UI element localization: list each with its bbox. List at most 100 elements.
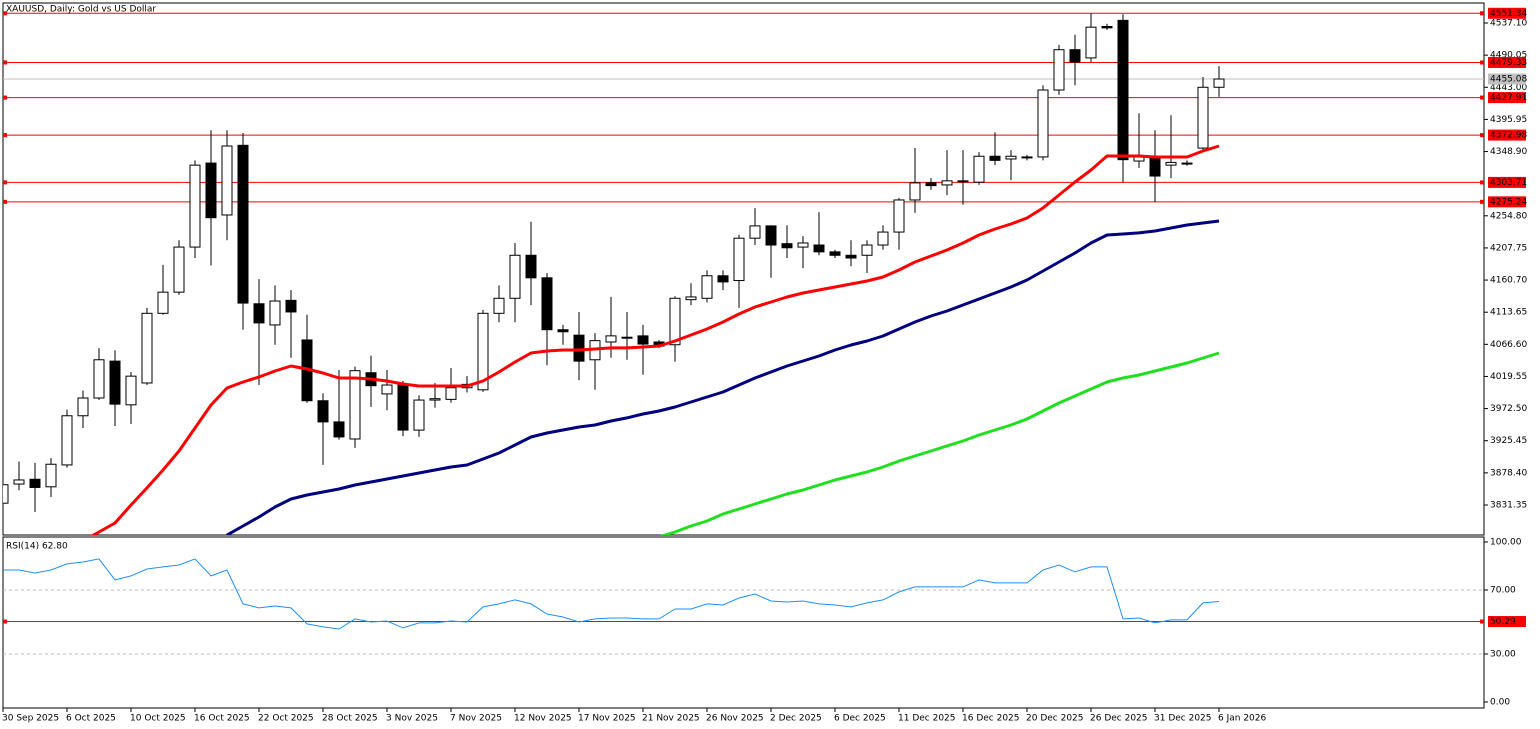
level-label-box xyxy=(1488,196,1526,208)
candle-body xyxy=(765,225,777,246)
moving-average-line xyxy=(226,219,1220,535)
candle-body xyxy=(1213,78,1225,88)
chart-title: XAUUSD, Daily: Gold vs US Dollar xyxy=(6,5,156,15)
candle-body xyxy=(269,300,281,326)
candle-body xyxy=(109,360,121,405)
y-tick-label: 4160.70 xyxy=(1490,276,1527,286)
candle-body xyxy=(253,303,265,324)
axes: XAUUSD, Daily: Gold vs US Dollar4537.104… xyxy=(2,5,1527,724)
main-plot xyxy=(3,12,1484,535)
level-label-box xyxy=(1488,56,1526,68)
level-label-box xyxy=(1488,92,1526,104)
moving-average-line xyxy=(90,144,1220,535)
last-price-box xyxy=(1488,73,1526,85)
level-label-box xyxy=(1488,129,1526,141)
y-tick-label: 3878.40 xyxy=(1490,468,1527,478)
last-price-label: 4455.08 xyxy=(1490,75,1527,85)
y-tick-label: 70.00 xyxy=(1490,585,1516,595)
level-marker xyxy=(1480,11,1484,16)
candle-body xyxy=(429,398,441,401)
x-tick-label: 6 Dec 2025 xyxy=(834,714,886,724)
candle-body xyxy=(61,415,73,466)
candle-body xyxy=(813,244,825,253)
y-tick-label: 4207.75 xyxy=(1490,243,1527,253)
candle-body xyxy=(1165,161,1177,166)
candle-body xyxy=(285,299,297,313)
candle-body xyxy=(733,237,745,282)
x-tick-label: 26 Nov 2025 xyxy=(706,714,764,724)
candle-body xyxy=(893,199,905,233)
x-tick-label: 30 Sep 2025 xyxy=(2,714,59,724)
x-tick-label: 12 Nov 2025 xyxy=(514,714,572,724)
x-tick-label: 2 Dec 2025 xyxy=(770,714,822,724)
x-tick-label: 21 Nov 2025 xyxy=(642,714,700,724)
candle-body xyxy=(909,182,921,201)
candle-body xyxy=(445,387,457,400)
candle-body xyxy=(941,180,953,186)
candle-body xyxy=(1149,156,1161,177)
x-tick-label: 31 Dec 2025 xyxy=(1154,714,1212,724)
level-marker xyxy=(1480,619,1484,624)
x-tick-label: 6 Oct 2025 xyxy=(66,714,116,724)
x-tick-label: 17 Nov 2025 xyxy=(578,714,636,724)
level-marker xyxy=(3,619,7,624)
candle-body xyxy=(605,335,617,343)
candle-body xyxy=(333,421,345,438)
y-tick-label: 100.00 xyxy=(1490,537,1522,547)
candle-body xyxy=(957,180,969,183)
candle-body xyxy=(845,254,857,259)
level-label: 50.29 xyxy=(1490,617,1516,627)
candle-body xyxy=(173,246,185,293)
x-tick-label: 28 Oct 2025 xyxy=(322,714,378,724)
level-label: 4551.34 xyxy=(1490,9,1527,19)
level-marker xyxy=(3,180,7,185)
x-tick-label: 20 Dec 2025 xyxy=(1026,714,1084,724)
level-marker xyxy=(3,60,7,65)
candle-body xyxy=(13,479,25,485)
candle-body xyxy=(701,275,713,299)
y-tick-label: 4066.60 xyxy=(1490,340,1527,350)
level-label: 4372.98 xyxy=(1490,131,1527,141)
candle-body xyxy=(861,244,873,256)
candle-body xyxy=(93,359,105,399)
rsi-plot xyxy=(3,558,1484,655)
candle-body xyxy=(557,329,569,333)
candle-body xyxy=(989,155,1001,161)
x-tick-label: 11 Dec 2025 xyxy=(898,714,956,724)
candle-body xyxy=(781,243,793,249)
level-label-box xyxy=(1488,7,1526,19)
candle-body xyxy=(141,312,153,384)
x-tick-label: 7 Nov 2025 xyxy=(450,714,502,724)
candle-body xyxy=(1181,162,1193,165)
y-tick-label: 30.00 xyxy=(1490,649,1516,659)
candle-body xyxy=(205,162,217,219)
y-tick-label: 4490.05 xyxy=(1490,51,1527,61)
x-tick-label: 22 Oct 2025 xyxy=(258,714,314,724)
candle-body xyxy=(573,334,585,362)
level-label-box xyxy=(1488,616,1526,628)
level-marker xyxy=(1480,60,1484,65)
y-tick-label: 4395.95 xyxy=(1490,115,1527,125)
candle-body xyxy=(669,297,681,346)
y-tick-label: 4537.10 xyxy=(1490,19,1527,29)
candle-body xyxy=(125,375,137,406)
level-marker xyxy=(3,133,7,138)
candle-body xyxy=(1117,19,1129,161)
candle-body xyxy=(381,384,393,395)
y-tick-label: 4443.00 xyxy=(1490,83,1527,93)
y-tick-label: 4348.90 xyxy=(1490,147,1527,157)
candle-body xyxy=(189,164,201,248)
level-label: 4275.24 xyxy=(1490,197,1527,207)
x-tick-label: 10 Oct 2025 xyxy=(130,714,186,724)
candle-body xyxy=(237,144,249,304)
level-marker xyxy=(3,11,7,16)
level-marker xyxy=(1480,180,1484,185)
level-label: 4427.91 xyxy=(1490,93,1527,103)
x-tick-label: 16 Dec 2025 xyxy=(962,714,1020,724)
candle-body xyxy=(1085,26,1097,59)
candle-body xyxy=(493,297,505,314)
candle-body xyxy=(925,182,937,187)
candle-body xyxy=(749,225,761,239)
candle-body xyxy=(717,275,729,283)
y-tick-label: 0.00 xyxy=(1490,697,1510,707)
